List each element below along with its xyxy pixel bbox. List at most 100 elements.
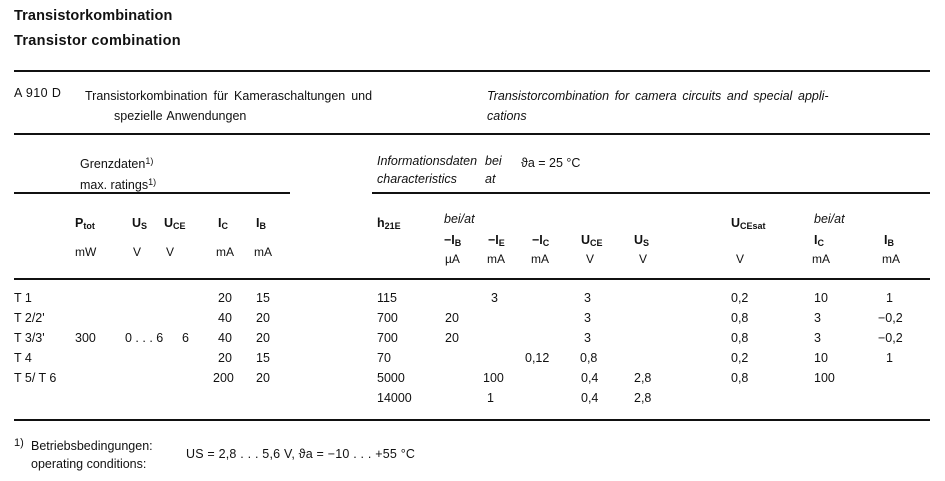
col-unit-ucesat: V <box>736 252 745 266</box>
table-row-label: T 5/ T 6 <box>14 371 57 385</box>
cell-ic: 40 <box>218 331 232 345</box>
col-head-h21e-sub: 21E <box>384 221 401 231</box>
col-head-ib-symbol: I <box>256 216 260 230</box>
col-head-minus-ic-sub: C <box>542 238 550 248</box>
col-unit-uce: V <box>166 245 175 259</box>
group-header-right-de-prep: bei <box>485 154 502 168</box>
cell-sat-ic: 3 <box>814 311 821 325</box>
group-header-right: Informationsdaten bei characteristics at <box>377 152 502 188</box>
col-head-us-symbol: U <box>132 216 142 230</box>
cell-h21e: 115 <box>377 291 397 305</box>
cell-h21e: 70 <box>377 351 391 365</box>
ambient-temperature-condition: ϑa = 25 °C <box>521 156 581 170</box>
col-head-minus-ie-sub: E <box>498 238 505 248</box>
group-header-left-en: max. ratings <box>80 178 149 192</box>
col-head-sat-ic-sub: C <box>817 238 824 248</box>
cell-sat-ib: 1 <box>886 351 893 365</box>
rule-under-title <box>14 70 930 72</box>
page-title-en: Transistor combination <box>14 33 181 49</box>
cell-ic: 20 <box>218 291 232 305</box>
description-en-line2: cations <box>487 109 527 123</box>
cell-ucesat: 0,2 <box>731 351 749 365</box>
col-head-cond-us: US <box>634 233 649 248</box>
col-head-minus-ie-symbol: −I <box>488 233 499 247</box>
col-head-sat-ib-sub: B <box>887 238 894 248</box>
col-head-minus-ic: −IC <box>532 233 549 248</box>
cell-cond-uce: 0,4 <box>581 391 599 405</box>
cell-ucesat: 0,8 <box>731 311 749 325</box>
cell-h21e: 14000 <box>377 391 412 405</box>
cell-h21e: 700 <box>377 311 398 325</box>
col-head-ucesat-symbol: U <box>731 216 741 230</box>
group-header-left-de: Grenzdaten <box>80 157 146 171</box>
col-unit-sat-ib: mA <box>882 252 900 266</box>
col-head-beiat-characteristics: bei/at <box>444 212 475 226</box>
col-head-us: US <box>132 216 147 231</box>
cell-ic: 200 <box>213 371 234 385</box>
cell-h21e: 700 <box>377 331 398 345</box>
col-head-ucesat: UCEsat <box>731 216 766 231</box>
group-header-left-en-wrap: max. ratings1) <box>80 173 156 194</box>
cell-cond-minus-ie: 100 <box>483 371 504 385</box>
cell-sat-ic: 3 <box>814 331 821 345</box>
cell-ptot: 300 <box>75 331 96 345</box>
group-header-right-en: characteristics <box>377 172 457 186</box>
col-head-h21e-symbol: h <box>377 216 385 230</box>
cell-sat-ic: 10 <box>814 351 828 365</box>
rule-above-columns-right <box>372 192 930 194</box>
page-title-de: Transistorkombination <box>14 8 173 24</box>
cell-cond-minus-ie: 3 <box>491 291 498 305</box>
col-head-sat-ic: IC <box>814 233 824 248</box>
col-head-uce-symbol: U <box>164 216 174 230</box>
col-head-sat-ib: IB <box>884 233 894 248</box>
description-en-line1: Transistorcombination for camera circuit… <box>487 89 829 103</box>
group-header-left: Grenzdaten1) max. ratings1) <box>80 152 156 194</box>
table-row-label: T 3/3' <box>14 331 45 345</box>
footnote-text: Betriebsbedingungen: operating condition… <box>31 437 153 473</box>
col-head-ptot-symbol: P <box>75 216 84 230</box>
cell-cond-uce: 3 <box>584 311 591 325</box>
col-head-ic-symbol: I <box>218 216 222 230</box>
col-head-uce: UCE <box>164 216 186 231</box>
col-unit-sat-ic: mA <box>812 252 830 266</box>
cell-cond-uce: 3 <box>584 331 591 345</box>
rule-under-columns <box>14 278 930 280</box>
cell-cond-minus-ib: 20 <box>445 331 459 345</box>
col-unit-us: V <box>133 245 142 259</box>
col-head-ic: IC <box>218 216 228 231</box>
rule-under-data <box>14 419 930 421</box>
footnote-conditions: US = 2,8 . . . 5,6 V, ϑa = −10 . . . +55… <box>186 447 416 461</box>
cell-ib: 15 <box>256 291 270 305</box>
cell-h21e: 5000 <box>377 371 405 385</box>
cell-ucesat: 0,8 <box>731 331 749 345</box>
description-en: Transistorcombination for camera circuit… <box>487 86 935 126</box>
footnote-ref-1: 1) <box>145 156 154 166</box>
col-head-sat-ib-symbol: I <box>884 233 888 247</box>
col-head-h21e: h21E <box>377 216 401 231</box>
cell-sat-ib: 1 <box>886 291 893 305</box>
col-head-ib-sub: B <box>259 221 266 231</box>
cell-uce: 6 <box>182 331 189 345</box>
cell-cond-minus-ic: 0,12 <box>525 351 550 365</box>
rule-under-description <box>14 133 930 135</box>
cell-sat-ic: 100 <box>814 371 835 385</box>
cell-ib: 20 <box>256 371 270 385</box>
cell-ic: 40 <box>218 311 232 325</box>
cell-sat-ic: 10 <box>814 291 828 305</box>
col-head-minus-ic-symbol: −I <box>532 233 543 247</box>
col-head-ic-sub: C <box>221 221 228 231</box>
col-unit-minus-ic: mA <box>531 252 549 266</box>
col-head-ib: IB <box>256 216 266 231</box>
col-head-us-sub: S <box>141 221 148 231</box>
col-head-cond-uce-symbol: U <box>581 233 591 247</box>
col-head-ptot: Ptot <box>75 216 95 231</box>
group-header-right-en-prep: at <box>485 172 496 186</box>
group-header-right-de: Informationsdaten <box>377 154 478 168</box>
col-head-sat-ic-symbol: I <box>814 233 818 247</box>
col-head-minus-ie: −IE <box>488 233 505 248</box>
col-head-minus-ib-symbol: −I <box>444 233 455 247</box>
group-header-right-row2: characteristics at <box>377 170 502 188</box>
footnote-text-en: operating conditions: <box>31 457 147 471</box>
col-head-ucesat-sub: CEsat <box>740 221 766 231</box>
